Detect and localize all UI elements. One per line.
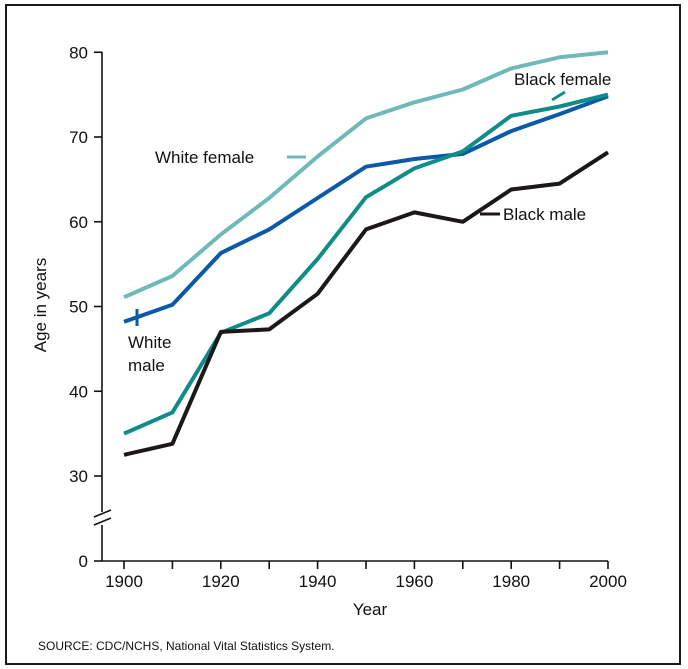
axis-break-mark-1 bbox=[93, 509, 112, 518]
y-tick-label: 60 bbox=[69, 213, 88, 232]
source-note: SOURCE: CDC/NCHS, National Vital Statist… bbox=[38, 639, 335, 653]
x-tick-label: 2000 bbox=[589, 572, 627, 591]
y-tick-label: 70 bbox=[69, 128, 88, 147]
y-tick-label: 0 bbox=[79, 552, 88, 571]
axes bbox=[93, 51, 609, 569]
series-line-black-female bbox=[123, 92, 609, 436]
x-axis-title: Year bbox=[353, 600, 388, 619]
series-line-white-male bbox=[123, 94, 609, 324]
x-tick-label: 1920 bbox=[202, 572, 240, 591]
x-tick-label: 1900 bbox=[105, 572, 143, 591]
y-tick-label: 30 bbox=[69, 467, 88, 486]
series-labels: White female White male Black female Bla… bbox=[128, 70, 611, 375]
leader-black-female bbox=[551, 90, 566, 102]
series-line-white-female bbox=[123, 50, 609, 300]
x-tick-label: 1940 bbox=[299, 572, 337, 591]
label-black-female: Black female bbox=[514, 70, 611, 89]
y-tick-label: 50 bbox=[69, 298, 88, 317]
y-axis-title: Age in years bbox=[31, 258, 50, 353]
label-black-male: Black male bbox=[503, 205, 586, 224]
series-line-black-male bbox=[123, 150, 610, 457]
label-white-male-line2: male bbox=[128, 356, 165, 375]
label-white-female: White female bbox=[155, 148, 254, 167]
x-tick-label: 1960 bbox=[395, 572, 433, 591]
series-lines bbox=[123, 50, 610, 457]
axis-break-mark-2 bbox=[93, 517, 112, 526]
y-tick-label: 80 bbox=[69, 43, 88, 62]
y-tick-label: 40 bbox=[69, 382, 88, 401]
label-white-male-line1: White bbox=[128, 333, 171, 352]
chart-frame bbox=[5, 4, 681, 665]
x-tick-label: 1980 bbox=[492, 572, 530, 591]
tick-labels: 0 30 40 50 60 70 80 1900 1920 1940 1960 1980 2000 bbox=[69, 43, 627, 591]
